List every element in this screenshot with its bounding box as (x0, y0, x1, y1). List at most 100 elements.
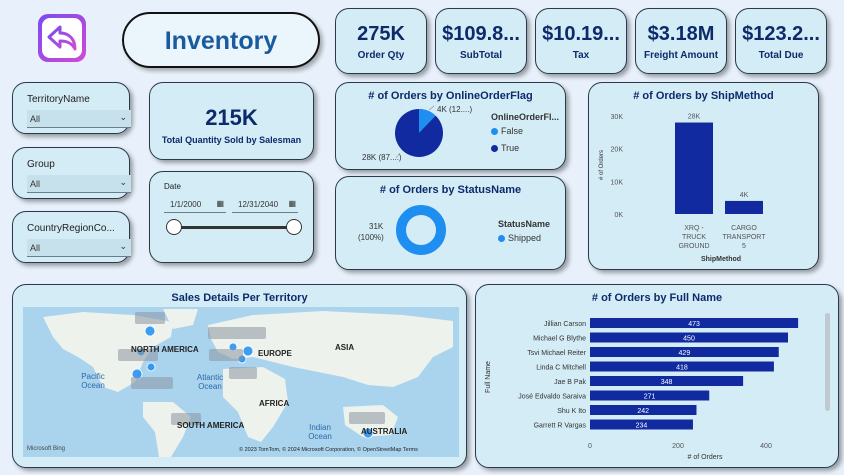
greenland-shape (163, 309, 198, 329)
territory-bubble-germany (242, 345, 254, 357)
kpi-label: Tax (572, 50, 590, 61)
y-tick-label: Jae B Pak (554, 379, 586, 386)
africa-shape (223, 367, 288, 442)
legend-title: StatusName (498, 219, 551, 229)
date-range-start-handle[interactable] (166, 219, 182, 235)
y-tick-label: 30K (611, 114, 624, 121)
slicer-group: Group All ⌄ (12, 147, 131, 199)
pie-label-false: 4K (12....) (437, 105, 473, 114)
map-attribution[interactable]: © 2023 TomTom, © 2024 Microsoft Corporat… (239, 447, 418, 453)
territory-bubble-northwest (144, 325, 156, 337)
country-dropdown[interactable]: All ⌄ (27, 239, 131, 257)
slicer-title: CountryRegionCo... (27, 223, 115, 234)
date-slicer: Date 1/1/2000 ▦ 12/31/2040 ▦ (149, 171, 314, 263)
back-button[interactable] (38, 14, 86, 62)
chart-title: # of Orders by ShipMethod (633, 90, 774, 102)
y-tick-label: 10K (611, 179, 624, 186)
y-tick-label: Jillian Carson (544, 321, 586, 328)
territory-bubble-australia (362, 427, 374, 439)
x-tick-label: CARGO (731, 225, 757, 232)
kpi-order-qty: 275K Order Qty (335, 8, 427, 74)
y-tick-label: Michael G Blythe (533, 336, 586, 343)
fullname-bar (590, 405, 697, 415)
x-tick-label: 0 (588, 443, 592, 450)
shipmethod-bar (675, 122, 713, 214)
bar-data-label: 429 (679, 350, 691, 357)
fullname-bar (590, 332, 788, 343)
chart-title: # of Orders by OnlineOrderFlag (368, 90, 533, 102)
donut-label-pct: (100%) (358, 233, 384, 242)
y-tick-label: Shu K Ito (557, 408, 586, 415)
x-tick-label: GROUND (678, 243, 709, 250)
kpi-total-due: $123.2... Total Due (735, 8, 827, 74)
legend-item-shipped[interactable]: Shipped (498, 233, 541, 243)
legend-label: Shipped (508, 233, 542, 243)
date-start-value: 1/1/2000 (170, 200, 202, 209)
x-tick-label: 400 (760, 443, 772, 450)
legend-item-false[interactable]: False (491, 126, 523, 136)
status-chart: # of Orders by StatusName 31K (100%) Sta… (335, 176, 566, 270)
y-axis-label: Full Name (485, 361, 492, 393)
x-tick-label: TRANSPORT (722, 234, 766, 241)
map-label-asia: ASIA (335, 343, 355, 352)
map-brand-logo: Microsoft Bing (27, 446, 66, 452)
map-label-africa: AFRICA (259, 399, 290, 408)
total-sold-label: Total Quantity Sold by Salesman (161, 135, 302, 145)
territory-map[interactable]: NORTH AMERICA EUROPE ASIA AFRICA SOUTH A… (23, 307, 459, 457)
fullname-bar (590, 318, 799, 328)
date-range-end-handle[interactable] (286, 219, 302, 235)
map-tooltip-box (131, 377, 173, 389)
map-label-atlantic: Atlantic Ocean (196, 373, 224, 391)
kpi-label: Total Due (758, 50, 804, 61)
dropdown-value: All (30, 179, 41, 189)
bar-data-label: 418 (676, 365, 688, 372)
slicer-title: TerritoryName (27, 94, 90, 105)
territory-bubble-southeast (146, 362, 156, 372)
status-donut (396, 205, 446, 255)
vertical-scrollbar[interactable] (825, 313, 830, 411)
total-sold-card: 215K Total Quantity Sold by Salesman (149, 82, 314, 160)
territory-dropdown[interactable]: All ⌄ (27, 110, 131, 128)
x-tick-label: TRUCK (682, 234, 706, 241)
bar-data-label: 4K (740, 192, 749, 199)
x-tick-label: XRQ - (684, 225, 704, 232)
y-tick-label: Garrett R Vargas (534, 423, 587, 430)
pie-label-true: 28K (87....) (362, 153, 402, 162)
bar-data-label: 234 (636, 423, 648, 430)
bar-data-label: 271 (644, 394, 656, 401)
page-title-box: Inventory (122, 12, 320, 68)
map-label-north-america: NORTH AMERICA (131, 345, 199, 354)
bar-data-label: 450 (683, 336, 695, 343)
legend-item-true[interactable]: True (491, 143, 519, 153)
group-dropdown[interactable]: All ⌄ (27, 175, 131, 193)
donut-slice-shipped (396, 205, 446, 255)
map-tooltip-box (208, 327, 266, 339)
y-axis-label: # of Orders (599, 150, 605, 180)
back-arrow-icon (42, 18, 82, 58)
shipmethod-bars: 0K 10K 20K 30K # of Orders 28K XRQ - TRUCK GROUN… (599, 114, 766, 263)
x-tick-label: 200 (672, 443, 684, 450)
y-tick-label: Tsvi Michael Reiter (527, 350, 586, 357)
fullname-chart: # of Orders by Full Name Jillian Carson 4… (475, 284, 839, 468)
bar-data-label: 28K (688, 114, 701, 121)
map-tooltip-box (349, 412, 385, 424)
map-label-pacific: Pacific Ocean (81, 372, 105, 390)
chart-title: # of Orders by Full Name (591, 292, 723, 304)
date-end-value: 12/31/2040 (238, 200, 279, 209)
legend-label: True (501, 143, 520, 153)
calendar-icon: ▦ (216, 199, 224, 208)
slicer-territory: TerritoryName All ⌄ (12, 82, 131, 134)
kpi-value: $109.8... (442, 23, 520, 45)
kpi-tax: $10.19... Tax (535, 8, 627, 74)
date-slicer-title: Date (164, 182, 181, 191)
date-start-input[interactable]: 1/1/2000 ▦ (164, 197, 226, 213)
date-end-input[interactable]: 12/31/2040 ▦ (232, 197, 298, 213)
fullname-bar (590, 361, 774, 372)
map-label-indian: Indian Ocean (308, 423, 332, 441)
bar-data-label: 473 (688, 321, 700, 328)
kpi-value: 275K (357, 23, 405, 45)
x-axis-label: ShipMethod (701, 256, 741, 263)
map-label-australia: AUSTRALIA (361, 427, 408, 436)
map-label-south-america: SOUTH AMERICA (177, 421, 245, 430)
bar-data-label: 348 (661, 379, 673, 386)
